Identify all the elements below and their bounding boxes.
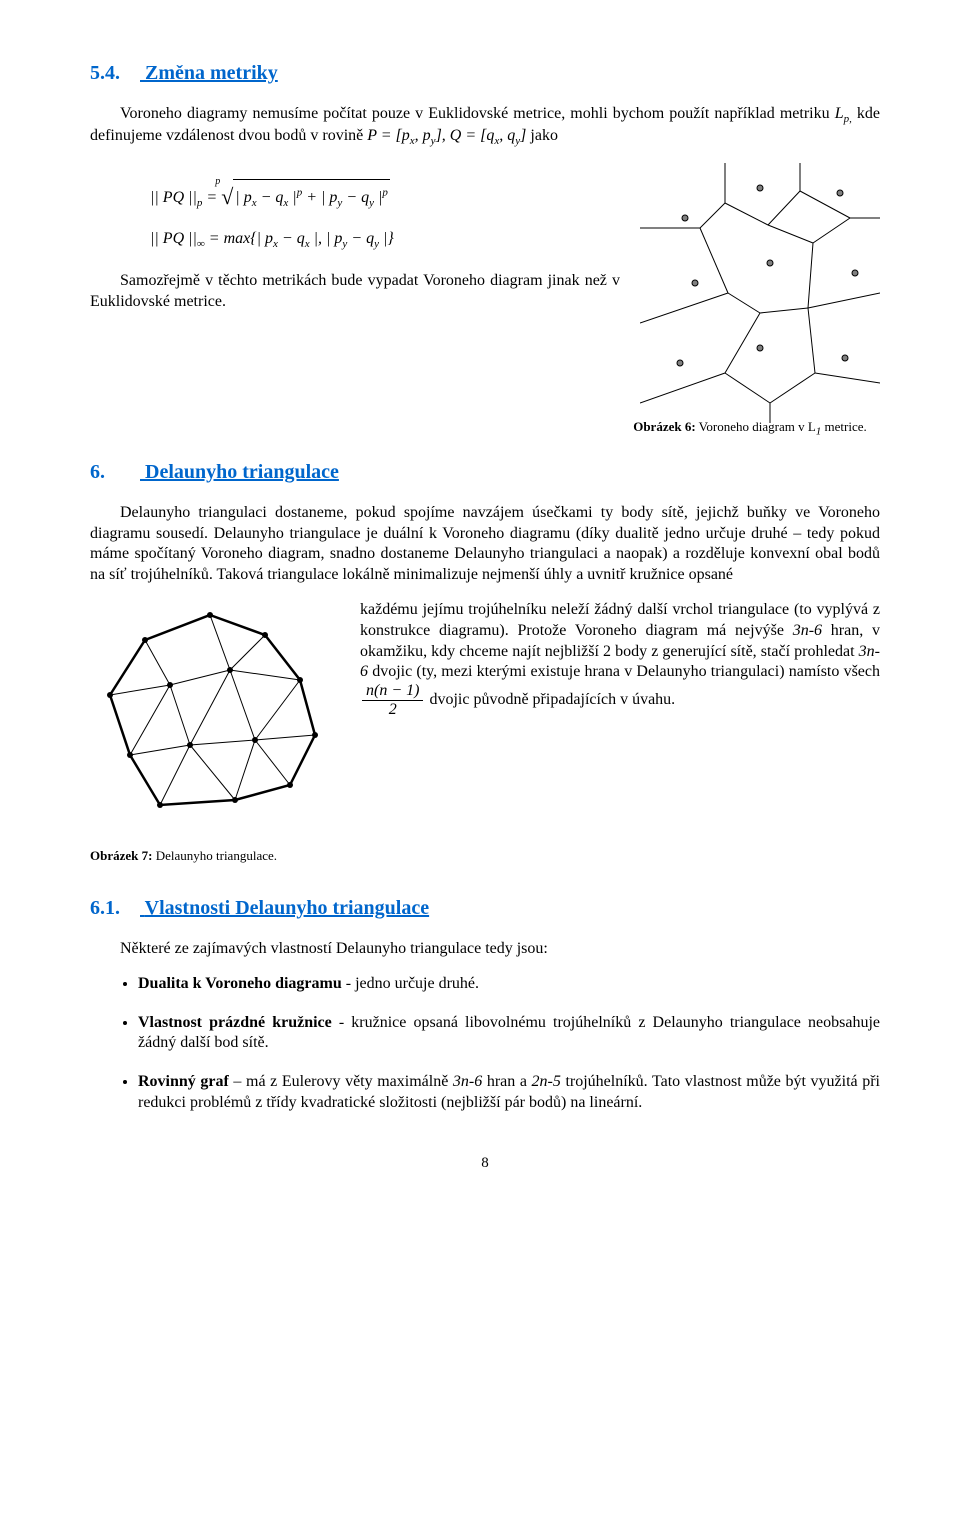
voronoi-l1-svg xyxy=(640,163,880,423)
list-item: Vlastnost prázdné kružnice - kružnice op… xyxy=(138,1013,880,1055)
section-number: 5.4. xyxy=(90,60,140,86)
para-6-2: každému jejímu trojúhelníku neleží žádný… xyxy=(360,600,880,718)
figure-6-caption: Obrázek 6: Voroneho diagram v L1 metrice… xyxy=(630,419,870,439)
section-title: Delaunyho triangulace xyxy=(145,461,339,483)
heading-6: 6. Delaunyho triangulace xyxy=(90,459,880,485)
para-5-4-intro: Voroneho diagramy nemusíme počítat pouze… xyxy=(90,104,880,149)
heading-6-1: 6.1. Vlastnosti Delaunyho triangulace xyxy=(90,895,880,921)
page-number: 8 xyxy=(90,1154,880,1174)
properties-list: Dualita k Voroneho diagramu - jedno urču… xyxy=(90,974,880,1114)
para-6-1: Delaunyho triangulaci dostaneme, pokud s… xyxy=(90,503,880,586)
figure-7 xyxy=(90,600,340,830)
figure-6 xyxy=(640,163,880,423)
section-title: Vlastnosti Delaunyho triangulace xyxy=(145,897,429,919)
formula-pq-norms: || PQ ||p = p√| px − qx |p + | py − qy |… xyxy=(150,173,620,257)
fraction: n(n − 1) 2 xyxy=(362,683,423,718)
delaunay-svg xyxy=(90,600,340,830)
list-item: Rovinný graf – má z Eulerovy věty maximá… xyxy=(138,1072,880,1114)
section-number: 6. xyxy=(90,459,140,485)
section-title: Změna metriky xyxy=(145,62,278,84)
heading-5-4: 5.4. Změna metriky xyxy=(90,60,880,86)
figure-7-caption: Obrázek 7: Delaunyho triangulace. xyxy=(90,848,880,865)
para-5-4-note: Samozřejmě v těchto metrikách bude vypad… xyxy=(90,271,620,313)
para-6-1-intro: Některé ze zajímavých vlastností Delauny… xyxy=(90,939,880,960)
section-number: 6.1. xyxy=(90,895,140,921)
list-item: Dualita k Voroneho diagramu - jedno urču… xyxy=(138,974,880,995)
